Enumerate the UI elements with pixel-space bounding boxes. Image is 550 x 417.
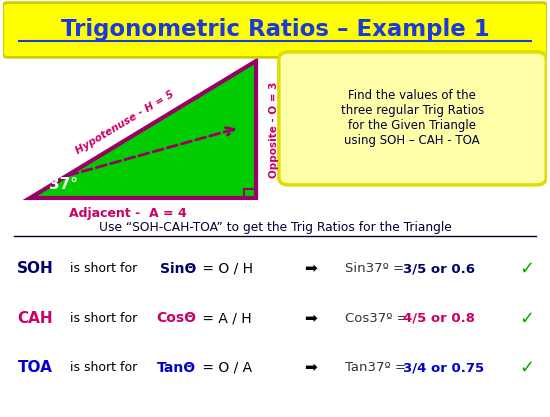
Polygon shape [30, 61, 256, 198]
Text: 3/4 or 0.75: 3/4 or 0.75 [403, 362, 483, 374]
Text: is short for: is short for [70, 262, 137, 275]
Text: Opposite - O = 3: Opposite - O = 3 [269, 82, 279, 178]
Text: 37°: 37° [49, 177, 78, 192]
Text: = O / H: = O / H [197, 261, 252, 276]
Text: = A / H: = A / H [197, 311, 251, 325]
Text: Sin37º =: Sin37º = [345, 262, 408, 275]
Text: is short for: is short for [70, 312, 137, 325]
Text: ✓: ✓ [519, 359, 534, 377]
Text: Tan37º =: Tan37º = [345, 362, 410, 374]
FancyBboxPatch shape [279, 52, 546, 185]
Text: 3/5 or 0.6: 3/5 or 0.6 [403, 262, 475, 275]
Text: CAH: CAH [18, 311, 53, 326]
Text: SinΘ: SinΘ [160, 261, 196, 276]
Text: ➡: ➡ [304, 360, 317, 375]
Text: Trigonometric Ratios – Example 1: Trigonometric Ratios – Example 1 [60, 18, 490, 41]
Text: is short for: is short for [70, 362, 137, 374]
Text: Find the values of the
three regular Trig Ratios
for the Given Triangle
using SO: Find the values of the three regular Tri… [340, 89, 484, 147]
Text: Adjacent -  A = 4: Adjacent - A = 4 [69, 207, 187, 220]
Text: ✓: ✓ [519, 259, 534, 278]
Text: Hypotenuse - H = 5: Hypotenuse - H = 5 [74, 89, 176, 156]
Text: CosΘ: CosΘ [156, 311, 196, 325]
Text: 4/5 or 0.8: 4/5 or 0.8 [403, 312, 475, 325]
Text: Use “SOH-CAH-TOA” to get the Trig Ratios for the Triangle: Use “SOH-CAH-TOA” to get the Trig Ratios… [98, 221, 452, 234]
Text: ➡: ➡ [304, 311, 317, 326]
Text: ✓: ✓ [519, 309, 534, 327]
Text: = O / A: = O / A [197, 361, 252, 375]
Text: TOA: TOA [18, 360, 53, 375]
Text: TanΘ: TanΘ [157, 361, 196, 375]
Text: Cos37º =: Cos37º = [345, 312, 412, 325]
Text: SOH: SOH [17, 261, 54, 276]
FancyBboxPatch shape [3, 3, 547, 57]
Text: ➡: ➡ [304, 261, 317, 276]
